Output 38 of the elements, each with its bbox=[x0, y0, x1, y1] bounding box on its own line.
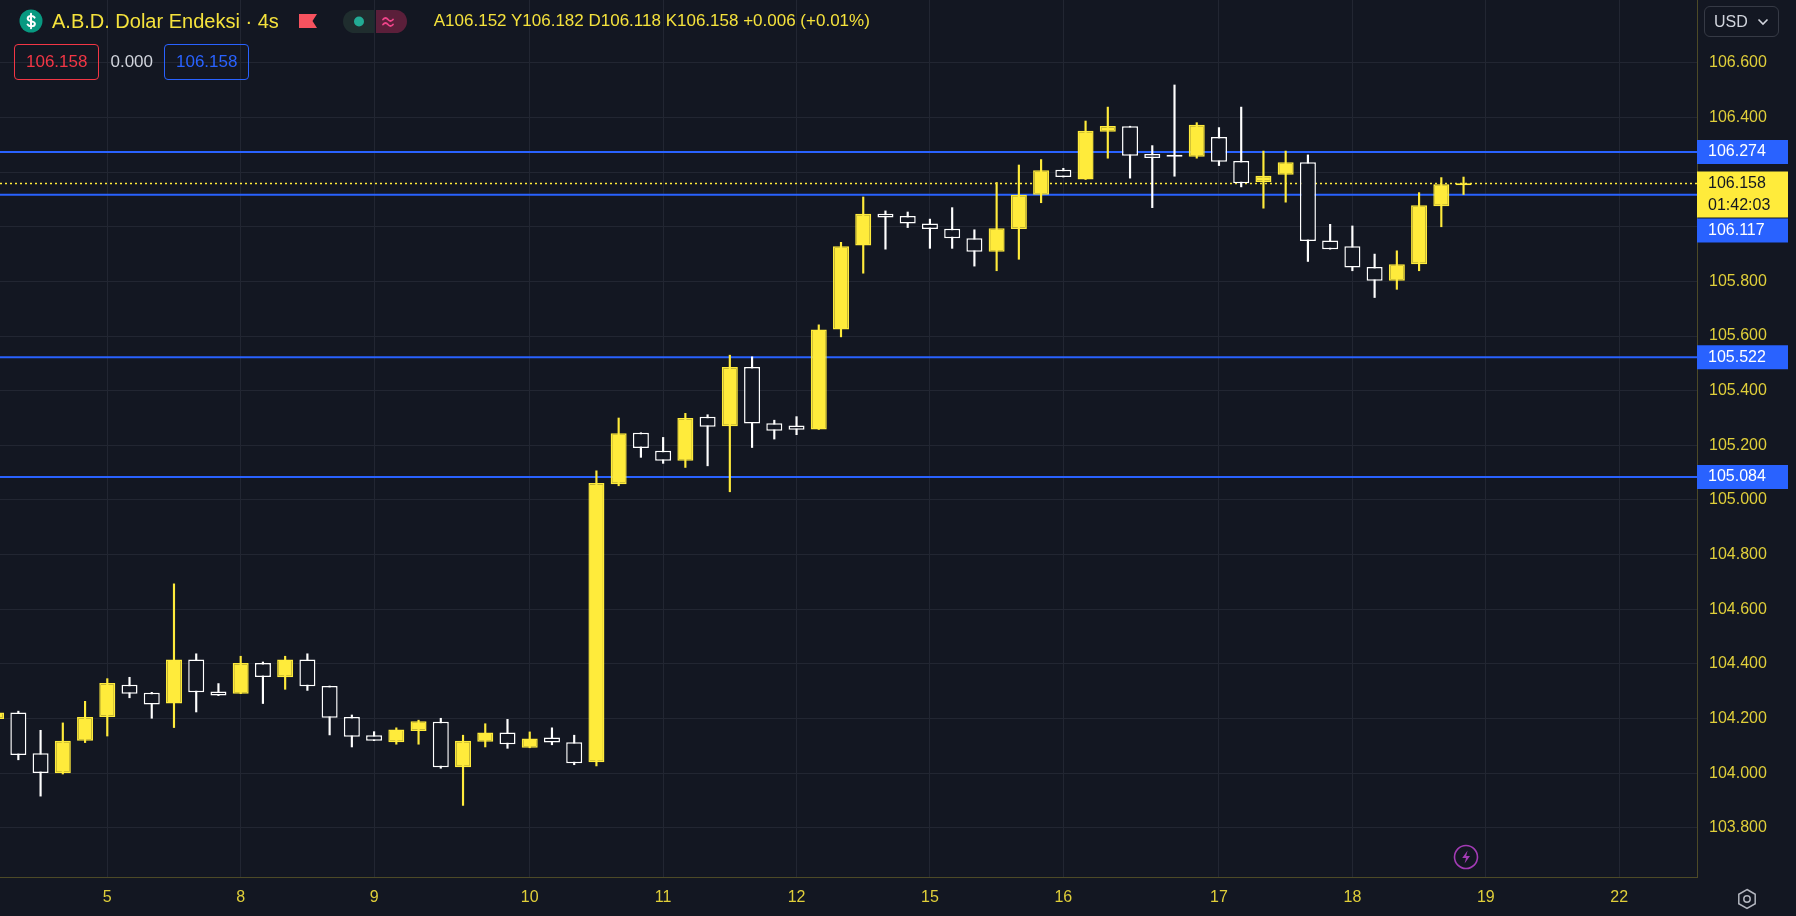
y-tick-label: 105.000 bbox=[1709, 490, 1767, 508]
x-tick-label: 16 bbox=[1054, 888, 1073, 906]
text: A.B.D. Dolar Endeksi · 4s bbox=[52, 9, 279, 33]
currency-dropdown: USD bbox=[1704, 6, 1779, 37]
y-tick-label: 106.400 bbox=[1709, 107, 1767, 125]
y-tick-label: 103.800 bbox=[1709, 818, 1767, 836]
y-tick-label: 105.200 bbox=[1709, 435, 1767, 453]
ref-line-label: 105.522 bbox=[1708, 347, 1766, 365]
y-tick-label: 105.600 bbox=[1709, 326, 1767, 344]
y-tick-label: 104.600 bbox=[1709, 599, 1767, 617]
value-box: 106.158 bbox=[14, 44, 100, 80]
annotation: 0.000 bbox=[109, 52, 154, 72]
text: 01:42:03 bbox=[1708, 196, 1771, 213]
x-tick-label: 22 bbox=[1610, 888, 1629, 906]
ref-line-label: 106.158 bbox=[1708, 174, 1766, 191]
y-tick-label: 104.800 bbox=[1709, 545, 1767, 563]
y-tick-label: 104.400 bbox=[1709, 654, 1767, 672]
y-tick-label: 105.800 bbox=[1709, 271, 1767, 289]
x-tick-label: 12 bbox=[787, 888, 806, 906]
y-tick-label: 106.600 bbox=[1709, 53, 1767, 71]
ref-line-label: 106.274 bbox=[1708, 142, 1766, 160]
y-tick-label: 104.000 bbox=[1709, 763, 1767, 781]
x-tick-label: 11 bbox=[654, 888, 672, 906]
x-tick-label: 5 bbox=[102, 888, 112, 906]
x-tick-label: 19 bbox=[1476, 888, 1495, 906]
y-tick-label: 105.400 bbox=[1709, 381, 1767, 399]
ref-line-label: 105.084 bbox=[1708, 467, 1766, 485]
value-box: 106.158 bbox=[164, 44, 250, 80]
x-tick-label: 8 bbox=[236, 888, 246, 906]
x-tick-label: 9 bbox=[369, 888, 379, 906]
x-tick-label: 15 bbox=[921, 888, 939, 906]
candlestick bbox=[877, 210, 894, 250]
annotation: A106.152 Y106.182 D106.118 K106.158 +0.006 (+0.01%) bbox=[433, 11, 870, 31]
x-tick-label: 10 bbox=[520, 888, 539, 906]
x-tick-label: 18 bbox=[1343, 888, 1362, 906]
x-tick-label: 17 bbox=[1210, 888, 1228, 906]
y-tick-label: 104.200 bbox=[1709, 708, 1767, 726]
ref-line-label: 106.117 bbox=[1708, 221, 1765, 238]
